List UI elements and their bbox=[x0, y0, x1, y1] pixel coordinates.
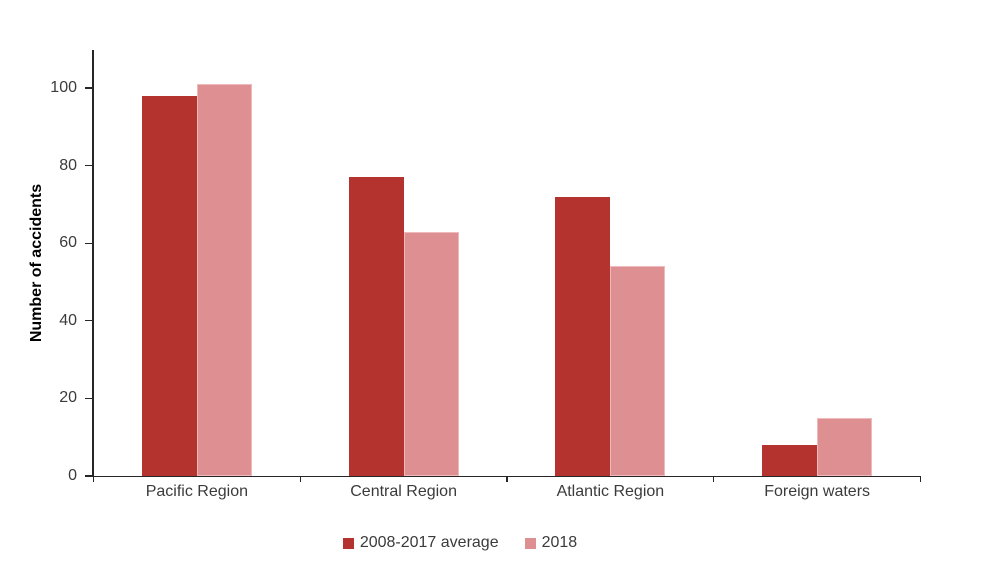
legend: 2008-2017 average 2018 bbox=[0, 534, 1000, 552]
x-tick-0 bbox=[92, 476, 95, 482]
y-tick-label-40: 40 bbox=[59, 311, 77, 329]
y-tick-label-20: 20 bbox=[59, 389, 77, 407]
x-tick-4 bbox=[919, 476, 922, 482]
bar-2018-central-region bbox=[403, 231, 459, 476]
y-axis-title: Number of accidents bbox=[28, 183, 45, 343]
y-tick-label-0: 0 bbox=[68, 467, 77, 484]
bar-2018-foreign-waters bbox=[817, 417, 873, 476]
legend-item-2018: 2018 bbox=[524, 534, 578, 552]
y-tick-0 bbox=[85, 475, 92, 477]
y-axis-line bbox=[92, 50, 94, 477]
x-category-label-pacific-region: Pacific Region bbox=[145, 483, 249, 500]
y-tick-80 bbox=[85, 165, 92, 167]
bar-2008-2017-average-central-region bbox=[348, 177, 404, 476]
y-tick-label-80: 80 bbox=[59, 156, 77, 174]
x-axis-line bbox=[92, 475, 921, 477]
x-category-label-atlantic-region: Atlantic Region bbox=[556, 483, 665, 500]
y-tick-label-100: 100 bbox=[50, 79, 77, 96]
bar-2018-atlantic-region bbox=[610, 266, 666, 476]
y-tick-label-60: 60 bbox=[59, 234, 77, 252]
x-category-label-foreign-waters: Foreign waters bbox=[764, 483, 871, 500]
bar-2008-2017-average-atlantic-region bbox=[555, 196, 611, 476]
legend-swatch-2018 bbox=[524, 537, 536, 549]
legend-item-average: 2008-2017 average bbox=[342, 534, 499, 552]
bar-2018-pacific-region bbox=[196, 84, 252, 476]
x-category-label-central-region: Central Region bbox=[350, 483, 457, 500]
legend-swatch-average bbox=[342, 537, 354, 549]
legend-label-2018: 2018 bbox=[541, 534, 578, 551]
legend-label-average: 2008-2017 average bbox=[359, 534, 499, 551]
y-tick-60 bbox=[85, 242, 92, 244]
y-tick-20 bbox=[85, 397, 92, 399]
bar-2008-2017-average-pacific-region bbox=[141, 95, 197, 476]
bar-2008-2017-average-foreign-waters bbox=[762, 444, 818, 476]
x-tick-3 bbox=[713, 476, 715, 482]
y-tick-100 bbox=[85, 87, 92, 89]
x-tick-1 bbox=[299, 476, 301, 482]
x-tick-2 bbox=[506, 476, 508, 482]
y-tick-40 bbox=[85, 320, 92, 322]
